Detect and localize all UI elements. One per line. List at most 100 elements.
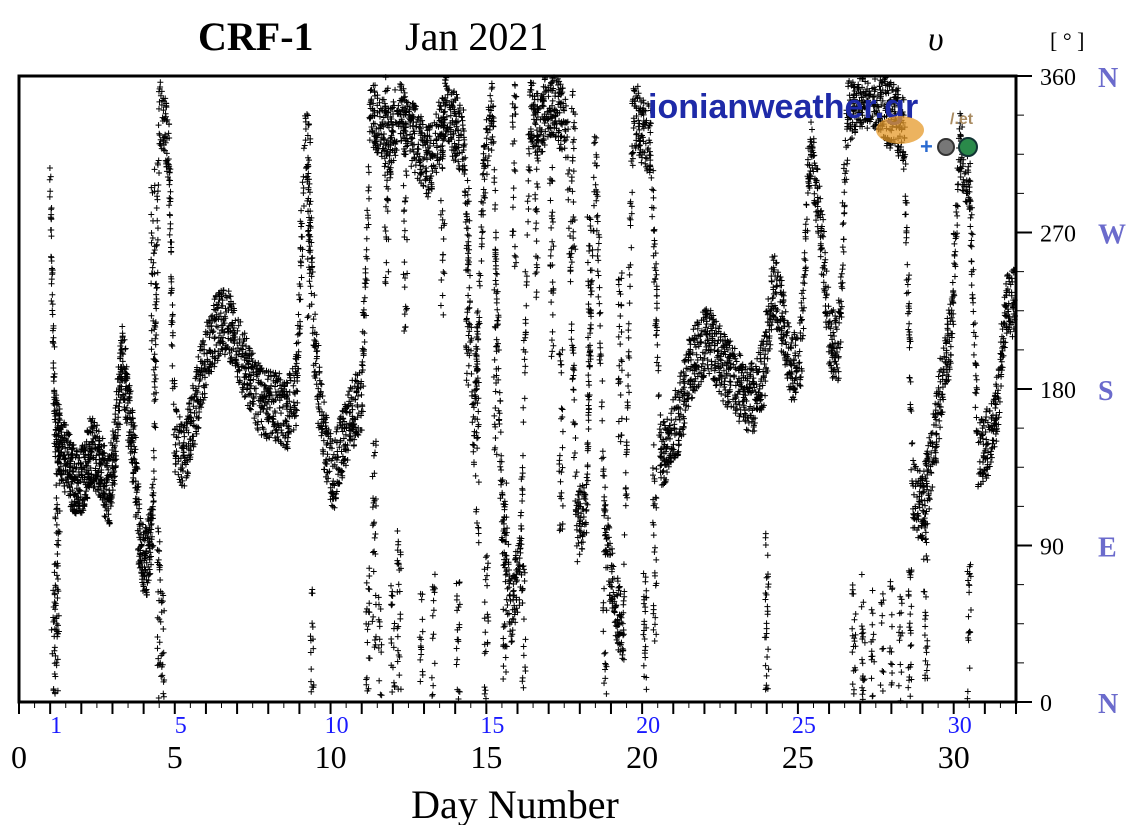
data-point <box>90 454 97 461</box>
data-point <box>808 126 815 133</box>
data-point <box>596 284 603 291</box>
data-point <box>57 426 64 433</box>
data-point <box>52 433 59 440</box>
data-point <box>58 449 65 456</box>
data-point <box>456 102 463 109</box>
data-point <box>101 457 108 464</box>
data-point <box>156 169 163 176</box>
data-point <box>605 522 612 529</box>
data-point <box>115 414 122 421</box>
data-point <box>459 117 466 124</box>
data-point <box>571 449 578 456</box>
data-point <box>480 170 487 177</box>
data-point <box>82 454 89 461</box>
data-point <box>584 501 591 508</box>
data-point <box>497 463 504 470</box>
data-point <box>621 593 628 600</box>
data-point <box>47 188 54 195</box>
data-point <box>822 256 829 263</box>
data-point <box>96 441 103 448</box>
data-point <box>46 165 53 172</box>
data-point <box>119 369 126 376</box>
data-point <box>94 486 101 493</box>
data-point <box>483 135 490 142</box>
data-point <box>103 507 110 514</box>
data-point <box>81 476 88 483</box>
data-point <box>101 513 108 520</box>
data-point <box>518 522 525 529</box>
data-point <box>286 371 293 378</box>
data-point <box>84 463 91 470</box>
data-point <box>651 279 658 286</box>
data-point <box>585 426 592 433</box>
data-point <box>619 620 626 627</box>
data-point <box>113 396 120 403</box>
data-point <box>114 432 121 439</box>
data-point <box>154 225 161 232</box>
data-point <box>202 328 209 335</box>
data-point <box>100 494 107 501</box>
data-point <box>75 469 82 476</box>
data-point <box>272 437 279 444</box>
data-point <box>656 426 663 433</box>
data-point <box>48 257 55 264</box>
data-point <box>290 382 297 389</box>
data-point <box>411 169 418 176</box>
data-point <box>478 223 485 230</box>
data-point <box>316 364 323 371</box>
data-point <box>113 438 120 445</box>
data-point <box>112 464 119 471</box>
data-point <box>765 296 772 303</box>
data-point <box>655 391 662 398</box>
data-point <box>554 81 561 88</box>
data-point <box>502 571 509 578</box>
data-point <box>118 373 125 380</box>
data-point <box>636 126 643 133</box>
data-point <box>507 597 514 604</box>
data-point <box>628 203 635 210</box>
data-point <box>321 399 328 406</box>
data-point <box>565 170 572 177</box>
data-point <box>77 508 84 515</box>
data-point <box>247 406 254 413</box>
data-point <box>77 478 84 485</box>
data-point <box>565 225 572 232</box>
data-point <box>309 254 316 261</box>
data-point <box>462 154 469 161</box>
data-point <box>46 176 53 183</box>
data-point <box>653 300 660 307</box>
data-point <box>301 142 308 149</box>
data-point <box>596 340 603 347</box>
data-point <box>535 157 542 164</box>
data-point <box>70 441 77 448</box>
data-point <box>594 218 601 225</box>
data-point <box>129 409 136 416</box>
station-title: CRF-1 <box>198 14 314 59</box>
data-point <box>585 405 592 412</box>
data-point <box>111 468 118 475</box>
data-point <box>622 502 629 509</box>
data-point <box>169 329 176 336</box>
data-point <box>651 264 658 271</box>
data-point <box>70 445 77 452</box>
data-point <box>365 187 372 194</box>
data-point <box>290 399 297 406</box>
data-point <box>151 378 158 385</box>
data-point <box>494 271 501 278</box>
data-point <box>76 499 83 506</box>
data-point <box>521 369 528 376</box>
data-point <box>802 257 809 264</box>
data-point <box>832 358 839 365</box>
data-point <box>165 130 172 137</box>
data-point <box>110 474 117 481</box>
data-point <box>821 259 828 266</box>
data-point <box>640 99 647 106</box>
data-point <box>591 140 598 147</box>
data-point <box>106 520 113 527</box>
data-point <box>83 443 90 450</box>
data-point <box>681 419 688 426</box>
data-point <box>167 188 174 195</box>
data-point <box>466 284 473 291</box>
data-point <box>190 443 197 450</box>
data-point <box>651 237 658 244</box>
